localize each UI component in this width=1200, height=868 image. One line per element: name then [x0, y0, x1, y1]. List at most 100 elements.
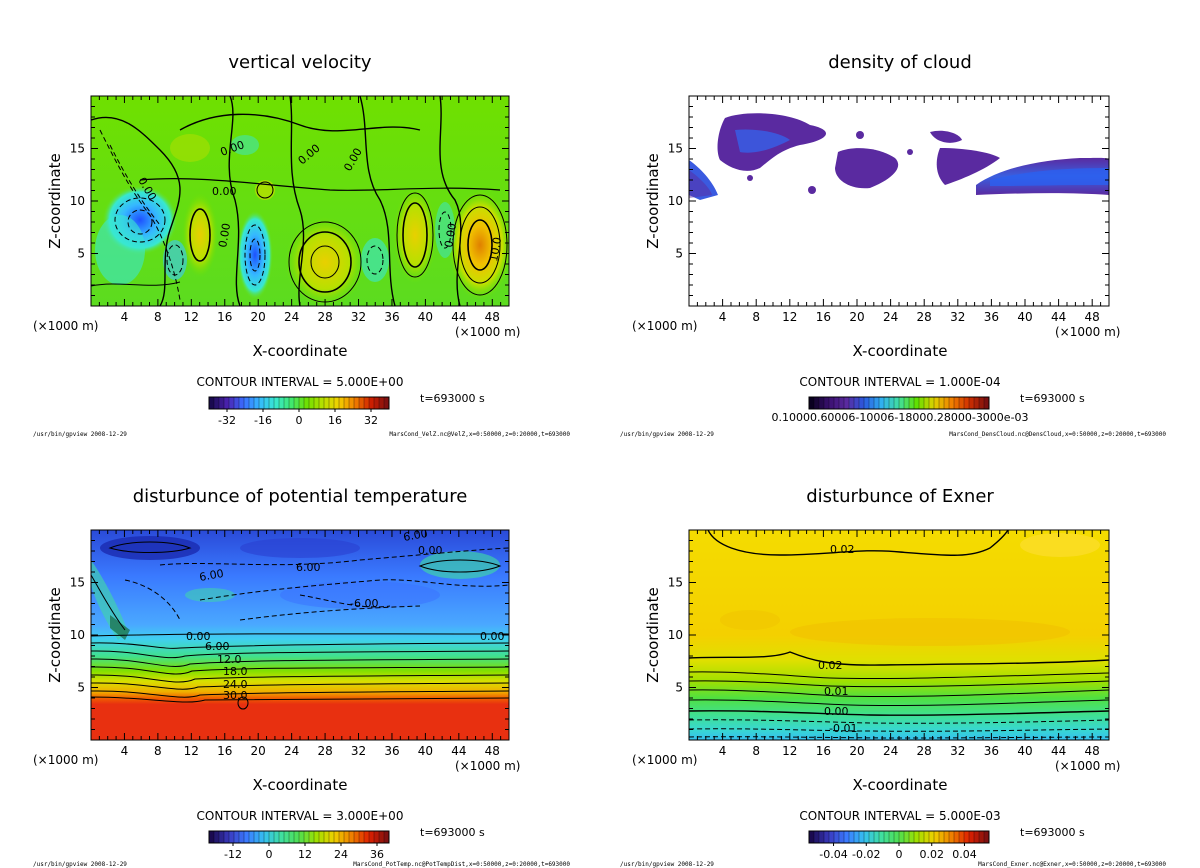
- colorbar-segment: [273, 830, 280, 844]
- colorbar-segment: [343, 830, 350, 844]
- colorbar-segment: [283, 396, 290, 410]
- colorbar-segment: [303, 396, 310, 410]
- x-tick-label: 28: [317, 310, 332, 324]
- colorbar-segment: [313, 830, 320, 844]
- colorbar-segment: [848, 396, 855, 410]
- colorbar-segment: [293, 830, 300, 844]
- colorbar-segment: [258, 830, 265, 844]
- colorbar-segment: [283, 830, 290, 844]
- colorbar-segment: [953, 830, 960, 844]
- colorbar-segment: [223, 830, 230, 844]
- colorbar-segment: [313, 396, 320, 410]
- colorbar-segment: [333, 830, 340, 844]
- x-tick-label: 20: [849, 310, 864, 324]
- colorbar-segment: [963, 396, 970, 410]
- colorbar-segment: [808, 830, 815, 844]
- colorbar-frame: [208, 830, 390, 844]
- colorbar-segment: [833, 396, 840, 410]
- colorbar-segment: [833, 830, 840, 844]
- colorbar-segment: [873, 830, 880, 844]
- x-axis-label: X-coordinate: [253, 342, 348, 360]
- colorbar-segment: [248, 396, 255, 410]
- colorbar-tick-label: 0: [266, 848, 273, 861]
- colorbar-segment: [278, 830, 285, 844]
- colorbar-segment: [338, 396, 345, 410]
- x-tick-label: 28: [917, 744, 932, 758]
- colorbar-segment: [838, 396, 845, 410]
- y-tick-label: 5: [77, 247, 85, 261]
- y-axis-label: Z-coordinate: [644, 587, 662, 682]
- x-tick-label: 12: [782, 744, 797, 758]
- x-tick-label: 24: [284, 310, 299, 324]
- colorbar-segment: [318, 396, 325, 410]
- colorbar-segment: [273, 396, 280, 410]
- panel-title: density of cloud: [828, 52, 972, 73]
- x-tick-label: 48: [1085, 744, 1100, 758]
- colorbar-tick-labels: 0.10000.60006-10006-18000.28000-3000e-03: [771, 411, 1028, 424]
- colorbar-segment: [923, 396, 930, 410]
- colorbar-segment: [323, 396, 330, 410]
- contour-label: 0.00: [480, 630, 505, 643]
- contour-label: 0.02: [830, 543, 855, 556]
- contour-label: 18.0: [223, 665, 248, 678]
- x-tick-label: 48: [1085, 310, 1100, 324]
- x-unit-label-left: (×1000 m): [632, 319, 697, 333]
- colorbar-segment: [913, 830, 920, 844]
- x-tick-label: 32: [950, 310, 965, 324]
- panel-title: disturbunce of Exner: [806, 486, 994, 507]
- x-unit-label-right: (×1000 m): [1055, 325, 1120, 339]
- x-tick-label: 44: [451, 310, 466, 324]
- colorbar-segment: [358, 396, 365, 410]
- contour-label: 10.0: [487, 236, 504, 262]
- contour-interval: CONTOUR INTERVAL = 3.000E+00: [197, 809, 404, 823]
- colorbar-segment: [343, 396, 350, 410]
- x-tick-label: 4: [121, 744, 129, 758]
- colorbar-segment: [233, 396, 240, 410]
- colorbar-segment: [903, 830, 910, 844]
- colorbar-segment: [948, 830, 955, 844]
- y-tick-label: 10: [668, 628, 683, 642]
- contour-label: 0.01: [824, 685, 849, 698]
- colorbar-segment: [353, 396, 360, 410]
- panel-density-of-cloud: density of cloud 4 8 12 16 20 24 28 32 36 40 44 48 …: [620, 52, 1166, 438]
- colorbar-segment: [963, 830, 970, 844]
- x-tick-label: 36: [984, 744, 999, 758]
- footer-right: MarsCond_VelZ.nc@VelZ,x=0:50000,z=0:2000…: [389, 431, 570, 438]
- x-tick-label: 40: [1017, 310, 1032, 324]
- colorbar-segment: [973, 830, 980, 844]
- footer-right: MarsCond_PotTemp.nc@PotTempDist,x=0:5000…: [353, 861, 570, 868]
- colorbar-segment: [873, 396, 880, 410]
- y-axis-label: Z-coordinate: [46, 153, 64, 248]
- contour-label: 0.00: [442, 222, 459, 248]
- y-ticks: 5 10 15: [70, 106, 509, 296]
- x-tick-label: 28: [317, 744, 332, 758]
- x-tick-label: 32: [351, 310, 366, 324]
- contour-interval: CONTOUR INTERVAL = 1.000E-04: [799, 375, 1000, 389]
- colorbar-segment: [893, 830, 900, 844]
- colorbar-segment: [818, 396, 825, 410]
- colorbar-segment: [248, 830, 255, 844]
- colorbar-segment: [918, 830, 925, 844]
- colorbar-segment: [808, 396, 815, 410]
- colorbar-tick-label: 36: [370, 848, 384, 861]
- contour-label: 0.00: [212, 185, 237, 198]
- colorbar-segment: [218, 396, 225, 410]
- colorbar-segment: [948, 396, 955, 410]
- colorbar-segment: [843, 830, 850, 844]
- x-tick-label: 12: [184, 310, 199, 324]
- colorbar-frame: [808, 396, 990, 410]
- colorbar-segment: [938, 396, 945, 410]
- x-ticks: 4 8 12 16 20 24 28 32 36 40 44 48: [98, 530, 502, 758]
- x-tick-label: 32: [351, 744, 366, 758]
- colorbar-segment: [938, 830, 945, 844]
- colorbar-segment: [268, 830, 275, 844]
- x-tick-label: 12: [782, 310, 797, 324]
- colorbar-segment: [328, 396, 335, 410]
- plot-fill: [689, 96, 1109, 306]
- footer-right: MarsCond_Exner.nc@Exner,x=0:50000,z=0:20…: [978, 861, 1166, 868]
- colorbar-segment: [328, 830, 335, 844]
- x-tick-label: 20: [849, 744, 864, 758]
- contour-label: 30.0: [223, 689, 248, 702]
- colorbar-segment: [858, 830, 865, 844]
